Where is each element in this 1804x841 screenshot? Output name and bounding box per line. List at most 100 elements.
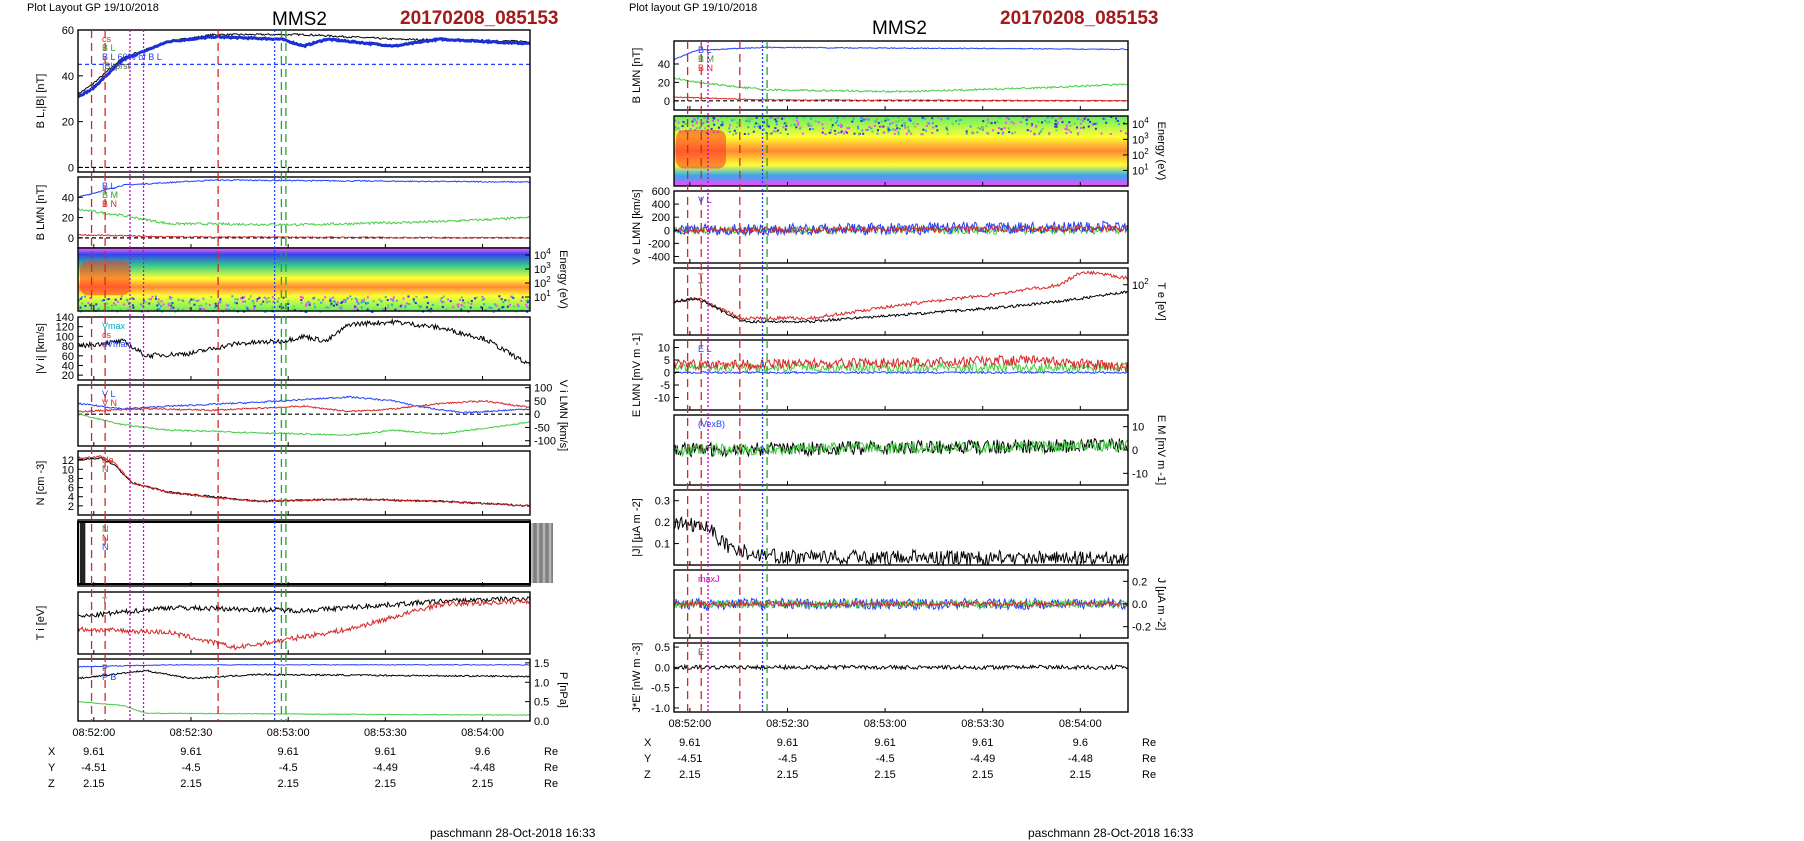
spectrogram-speckle	[390, 298, 392, 301]
spectrogram-speckle	[483, 298, 486, 300]
panel-frame	[77, 519, 531, 587]
y-axis-label: |V i| [km/s]	[35, 323, 47, 374]
spectrogram-speckle	[692, 117, 695, 120]
spectrogram-speckle	[940, 118, 943, 121]
spectrogram-speckle	[148, 298, 151, 300]
spectrogram-speckle	[330, 302, 333, 305]
spectrogram-speckle	[861, 129, 864, 132]
spectrogram-speckle	[807, 122, 810, 125]
spectrogram-speckle	[452, 306, 455, 309]
position-value: 2.15	[972, 769, 993, 781]
series-line	[673, 360, 1129, 375]
spectrogram-speckle	[203, 308, 205, 311]
spectrogram-speckle	[300, 299, 303, 301]
y-tick-label: 0.0	[1132, 599, 1147, 611]
series-line	[77, 395, 531, 414]
spectrogram-speckle	[500, 298, 503, 301]
series-line	[673, 223, 1129, 235]
spectrogram-speckle	[327, 306, 330, 309]
spectrogram-speckle	[897, 117, 900, 119]
spectrogram-speckle	[469, 306, 472, 309]
spectrogram-speckle	[909, 119, 912, 122]
spectrogram-speckle	[178, 299, 181, 301]
spectrogram-speckle	[1039, 130, 1042, 133]
spectrogram-speckle	[997, 132, 1000, 135]
spectrogram-speckle	[193, 303, 196, 306]
series-line	[673, 354, 1129, 373]
series-line	[673, 290, 1129, 324]
spectrogram-speckle	[720, 124, 723, 127]
spectrogram-speckle	[470, 302, 473, 305]
spectrogram-speckle	[799, 126, 802, 129]
spectrogram-speckle	[492, 310, 495, 313]
spectrogram-speckle	[1109, 133, 1112, 135]
spectrogram-speckle	[1012, 122, 1015, 125]
spectrogram-speckle	[901, 119, 904, 122]
spectrogram-speckle	[324, 296, 327, 299]
spectrogram-speckle	[340, 305, 343, 308]
spectrogram-speckle	[674, 128, 677, 131]
spectrogram-speckle	[907, 128, 910, 131]
spectrogram-speckle	[695, 122, 698, 125]
spectrogram-speckle	[882, 131, 885, 134]
spectrogram-speckle	[876, 132, 879, 135]
spectrogram-speckle	[889, 129, 892, 132]
y-tick-label: 0.0	[655, 662, 670, 674]
y-tick-label: 50	[534, 396, 546, 408]
spectrogram-speckle	[998, 116, 1001, 119]
spectrogram-speckle	[1008, 131, 1011, 134]
spectrogram-speckle	[901, 124, 904, 127]
spectrogram-speckle	[349, 295, 352, 298]
spectrogram-speckle	[265, 301, 268, 304]
spectrogram-speckle	[142, 299, 145, 302]
y-tick-label: 60	[62, 25, 74, 37]
series-label: B N	[102, 199, 117, 209]
spectrogram-speckle	[840, 126, 842, 128]
spectrogram-speckle	[457, 303, 460, 306]
spectrogram-speckle	[1028, 116, 1031, 119]
panel-P: PP B0.00.51.01.5P [nPa]	[77, 658, 569, 728]
series-line	[674, 96, 1129, 102]
spectrogram-speckle	[343, 298, 346, 301]
spectrogram-speckle	[990, 122, 993, 125]
position-value: 9.6	[475, 746, 490, 758]
spectrogram-speckle	[750, 117, 753, 120]
spectrogram-speckle	[395, 299, 398, 302]
panel-frame	[673, 40, 1129, 111]
spectrogram-speckle	[404, 305, 407, 308]
spectrogram-speckle	[1048, 120, 1051, 123]
spectrogram-speckle	[1044, 119, 1047, 122]
spectrogram-speckle	[892, 128, 895, 131]
y-tick-label: 40	[658, 59, 670, 71]
position-value: -4.48	[1068, 753, 1093, 765]
spectrogram-speckle	[674, 119, 677, 122]
spectrogram-speckle	[462, 299, 464, 302]
position-value: -4.51	[81, 762, 106, 774]
spectrogram-speckle	[248, 298, 251, 300]
panel-frame	[77, 658, 531, 722]
spectrogram-speckle	[300, 302, 303, 305]
spectrogram-speckle	[1048, 132, 1051, 135]
y-tick-label: -0.5	[651, 683, 670, 695]
spectrogram-speckle	[141, 304, 144, 307]
position-value: 9.6	[1073, 737, 1088, 749]
series-label: T	[102, 596, 108, 606]
spectrogram-speckle	[883, 131, 886, 134]
spectrogram-speckle	[292, 305, 295, 308]
position-value: -4.5	[182, 762, 201, 774]
spectrogram-speckle	[817, 121, 820, 124]
spectrogram-speckle	[1095, 122, 1098, 125]
spectrogram-speckle	[526, 310, 529, 313]
spectrogram-speckle	[441, 301, 444, 303]
spectrogram-speckle	[120, 295, 123, 298]
series-label: cs	[102, 330, 112, 340]
spectrogram-speckle	[110, 309, 113, 312]
spectrogram-speckle	[893, 132, 896, 135]
panel-JE: E-1.0-0.50.00.5J*E' [nW m -3]	[631, 642, 1129, 715]
spectrogram-speckle	[713, 123, 716, 126]
spectrogram-speckle	[1037, 120, 1040, 123]
spectrogram-speckle	[412, 298, 415, 301]
spectrogram-speckle	[1119, 130, 1122, 132]
spectrogram-speckle	[218, 307, 221, 310]
position-value: 2.15	[277, 778, 298, 790]
